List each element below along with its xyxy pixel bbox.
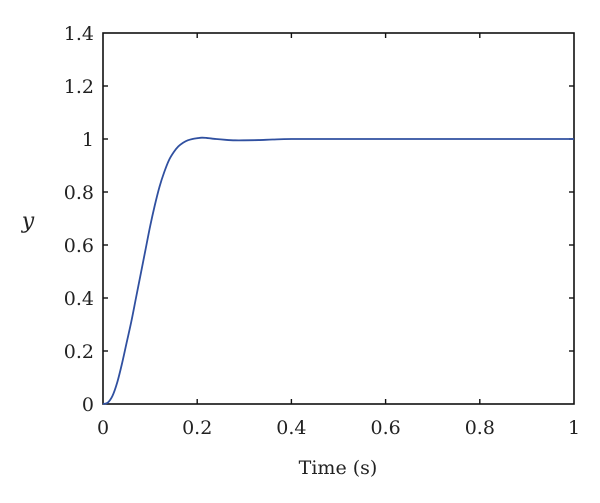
x-axis-label: Time (s) <box>299 457 378 479</box>
y-tick-label: 1 <box>82 129 94 151</box>
y-tick-label: 1.2 <box>64 76 94 98</box>
plot-frame <box>102 32 575 405</box>
data-series <box>102 136 574 405</box>
y-tick-label: 0.4 <box>64 288 94 310</box>
y-axis-label: y <box>21 209 35 234</box>
x-axis-ticks: 0 0.2 0.4 0.6 0.8 1 <box>97 33 580 439</box>
x-tick-label: 0.6 <box>370 417 400 439</box>
x-tick-label: 0.8 <box>465 417 495 439</box>
x-tick-label: 1 <box>568 417 580 439</box>
y-tick-label: 0.6 <box>64 235 94 257</box>
y-tick-label: 0.8 <box>64 182 94 204</box>
x-tick-label: 0.2 <box>182 417 212 439</box>
y-tick-label: 0 <box>82 394 94 416</box>
y-tick-label: 1.4 <box>64 23 94 45</box>
x-tick-label: 0.4 <box>276 417 306 439</box>
plot-area <box>102 32 575 405</box>
series-line <box>102 136 574 405</box>
x-tick-label: 0 <box>97 417 109 439</box>
y-tick-label: 0.2 <box>64 341 94 363</box>
y-axis-ticks: 0 0.2 0.4 0.6 0.8 1 1.2 1.4 <box>64 23 574 416</box>
